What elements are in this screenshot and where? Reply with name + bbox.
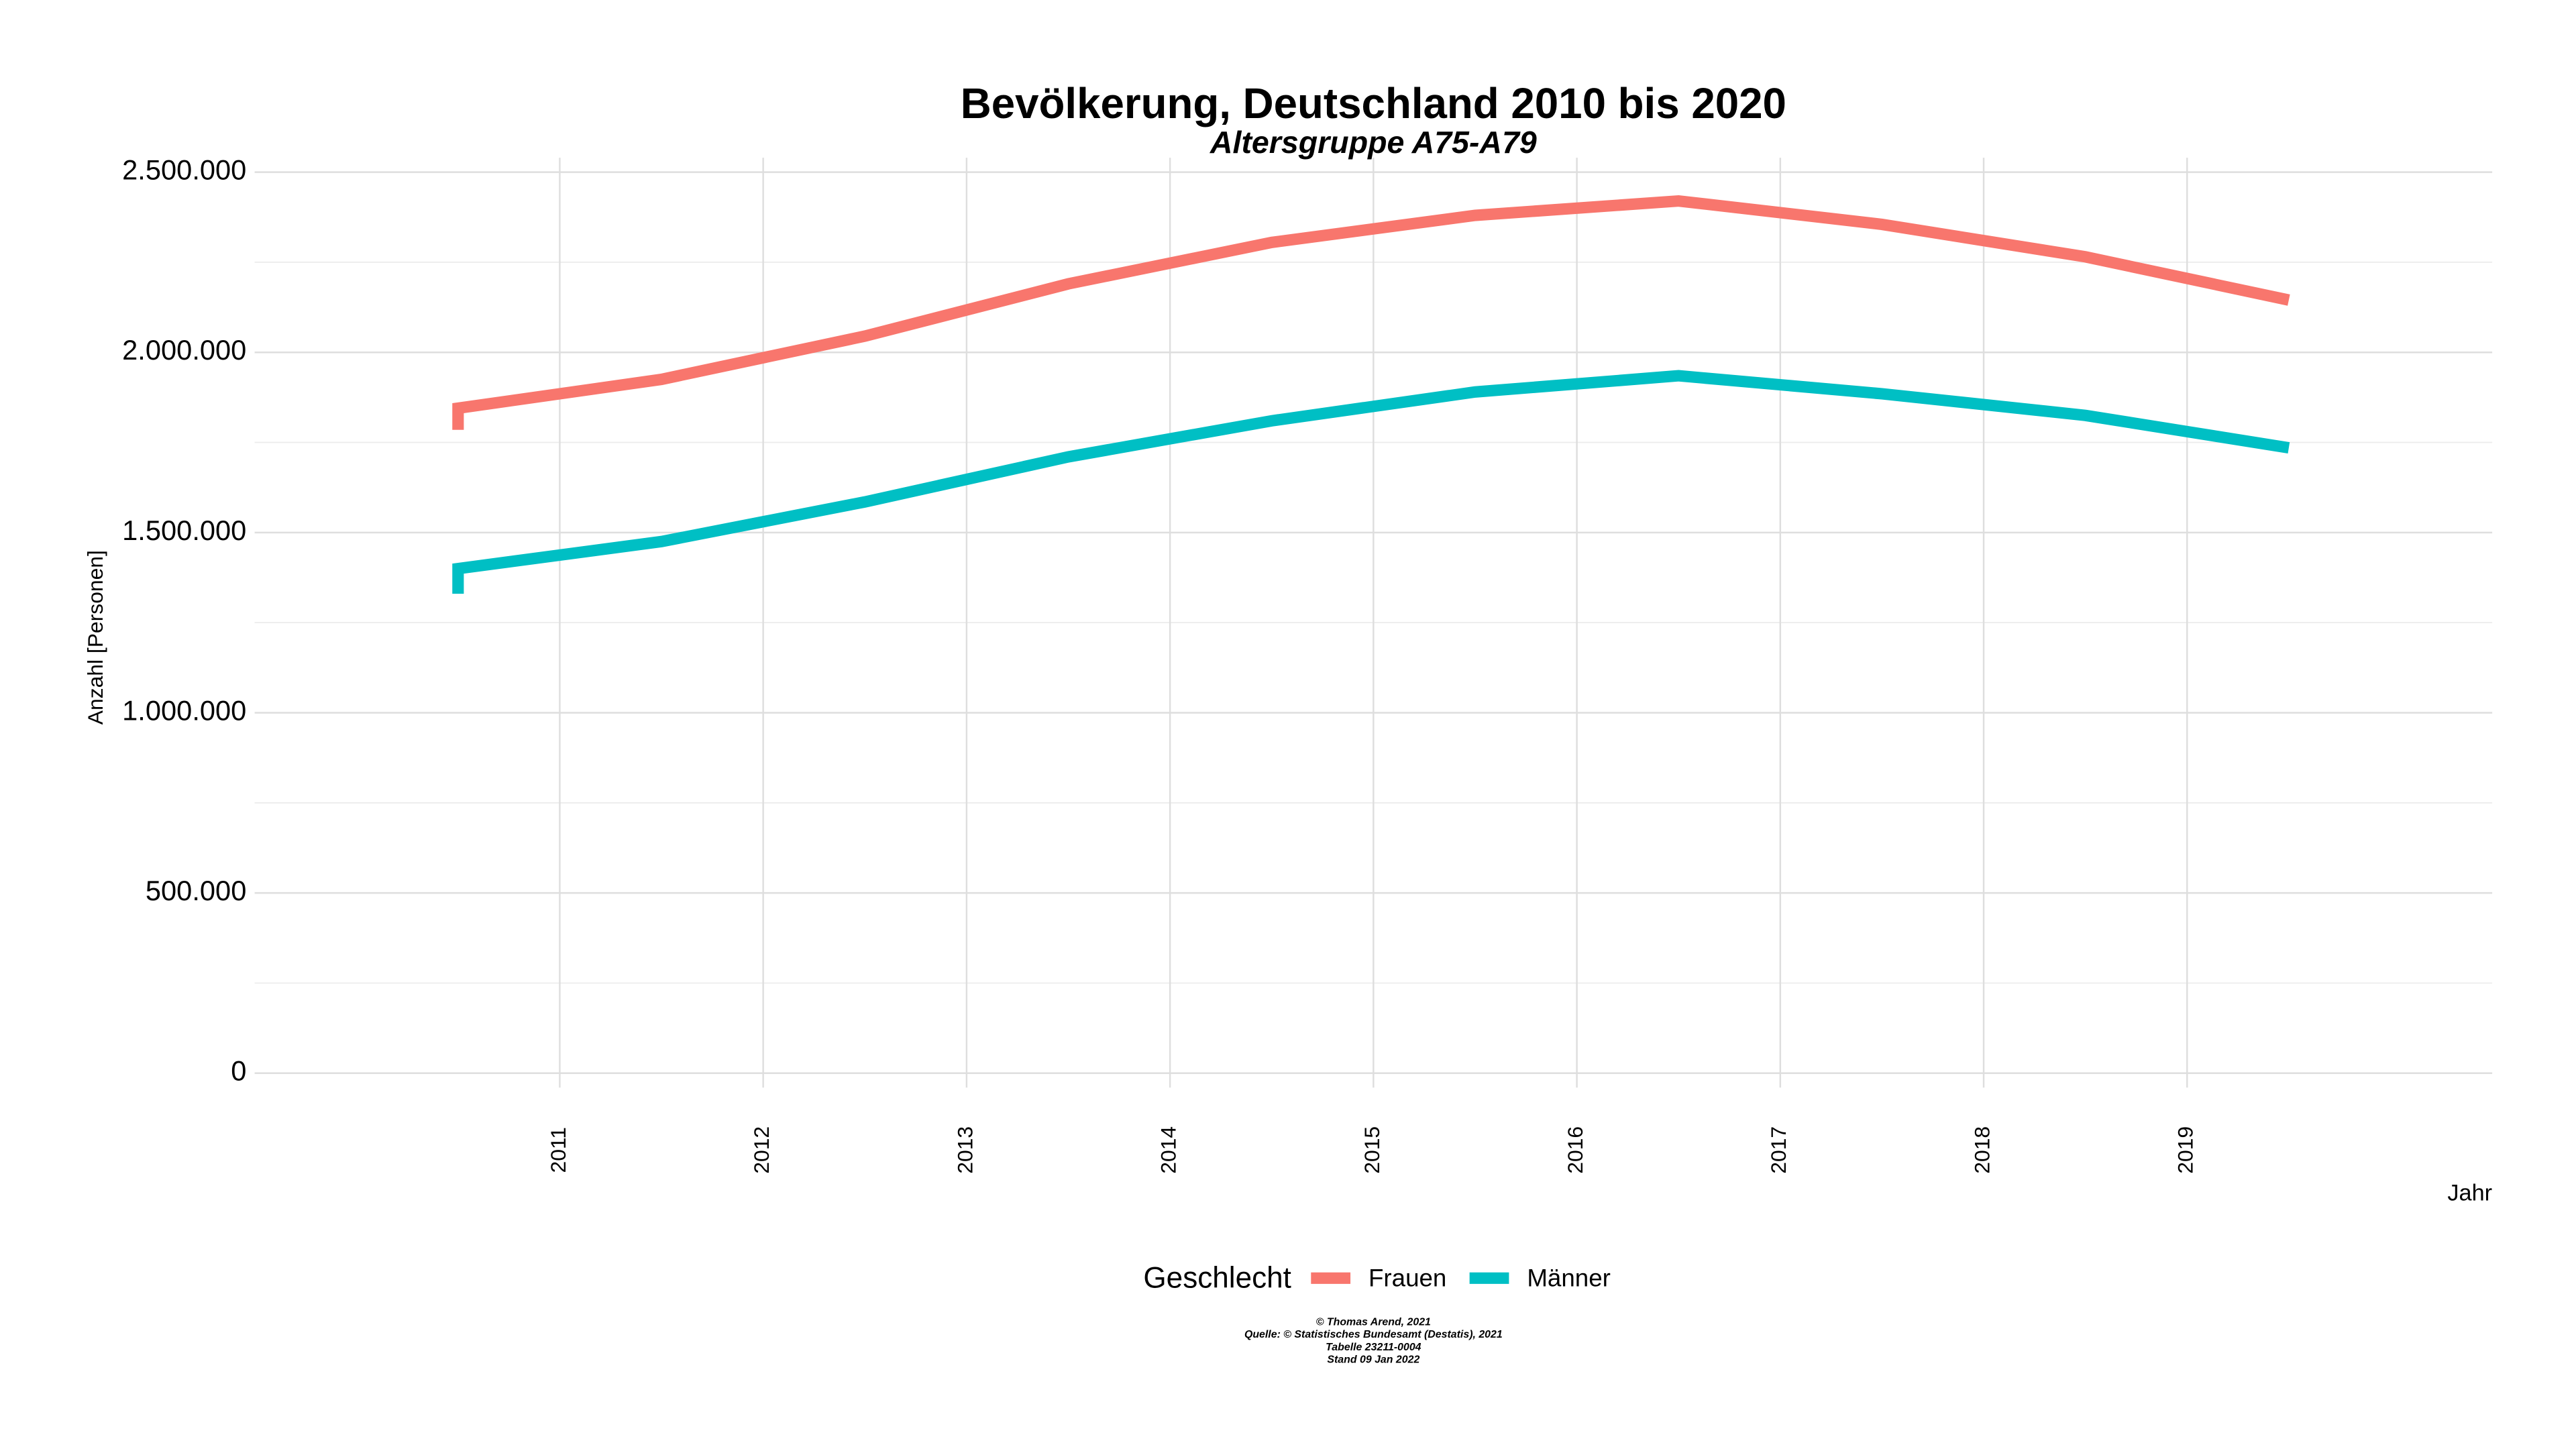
caption: © Thomas Arend, 2021 [1316, 1317, 1431, 1328]
x-tick-label: 2011 [546, 1127, 570, 1173]
y-tick-label: 2.500.000 [122, 154, 246, 186]
y-tick-label: 1.000.000 [122, 694, 246, 726]
y-tick-label: 0 [231, 1055, 246, 1087]
data-line [452, 195, 2290, 430]
x-tick-label: 2012 [749, 1126, 773, 1174]
data-line [452, 370, 2290, 594]
chart-subtitle: Altersgruppe A75-A79 [1210, 125, 1537, 160]
chart-title: Bevölkerung, Deutschland 2010 bis 2020 [961, 80, 1786, 127]
x-tick-label: 2018 [1970, 1126, 1994, 1174]
caption: Tabelle 23211-0004 [1326, 1342, 1421, 1353]
x-tick-label: 2013 [953, 1126, 977, 1174]
y-axis-label: Anzahl [Personen] [83, 550, 107, 724]
caption: Stand 09 Jan 2022 [1327, 1354, 1419, 1365]
x-axis-label: Jahr [2447, 1180, 2492, 1205]
y-tick-label: 500.000 [146, 875, 246, 906]
x-tick-label: 2015 [1360, 1126, 1384, 1174]
x-tick-label: 2016 [1563, 1126, 1587, 1174]
legend-label: Männer [1527, 1264, 1611, 1291]
legend-label: Frauen [1368, 1264, 1446, 1291]
y-tick-label: 1.500.000 [122, 515, 246, 546]
x-tick-label: 2017 [1766, 1126, 1790, 1174]
x-tick-label: 2014 [1157, 1126, 1181, 1174]
caption: Quelle: © Statistisches Bundesamt (Desta… [1244, 1329, 1503, 1340]
legend-title: Geschlecht [1143, 1261, 1291, 1294]
y-tick-label: 2.000.000 [122, 334, 246, 366]
x-tick-label: 2019 [2174, 1126, 2198, 1174]
